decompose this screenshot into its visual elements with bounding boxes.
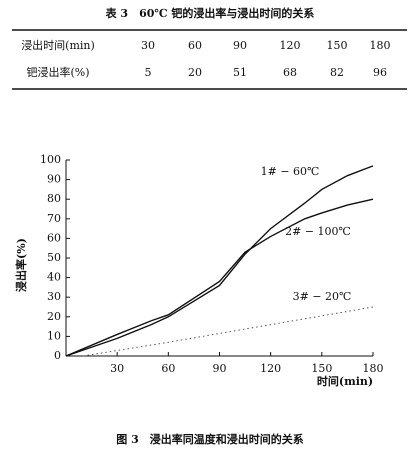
x-tick-label: 30 [110,362,124,375]
y-tick-label: 30 [47,290,61,303]
y-tick-label: 20 [47,310,61,323]
series-line [65,165,374,357]
series-label: 1# − 60℃ [261,165,320,178]
x-tick-label: 150 [311,362,332,375]
x-tick-label: 90 [213,362,227,375]
series-label: 2# − 100℃ [285,225,351,238]
series-line [65,198,374,357]
y-tick-label: 10 [47,329,61,342]
x-tick-label: 180 [363,362,384,375]
x-axis-title: 时间(min) [317,374,373,388]
table-cell: 68 [283,66,297,79]
figure-caption: 图 3 浸出率同温度和浸出时间的关系 [116,432,303,446]
y-tick-label: 100 [40,153,61,166]
y-tick-label: 80 [47,192,61,205]
table-cell: 120 [280,39,301,52]
y-tick-label: 50 [47,251,61,264]
table-cell: 20 [188,66,202,79]
x-tick-label: 60 [161,362,175,375]
table-cell: 51 [233,66,247,79]
series-line [82,306,374,357]
series-label: 3# − 20℃ [293,290,352,303]
table-cell: 30 [141,39,155,52]
table-cell: 60 [188,39,202,52]
y-tick-label: 40 [47,271,61,284]
table-cell: 90 [233,39,247,52]
table-cell: 浸出时间(min) [21,38,95,52]
y-tick-label: 60 [47,231,61,244]
table-cell: 150 [327,39,348,52]
table-cell: 96 [373,66,387,79]
y-tick-label: 90 [47,173,61,186]
y-tick-label: 70 [47,212,61,225]
x-tick-label: 120 [260,362,281,375]
y-tick-label: 0 [54,349,61,362]
table-caption: 表 3 60℃ 钯的浸出率与浸出时间的关系 [105,6,315,20]
table-cell: 82 [330,66,344,79]
table-cell: 5 [145,66,152,79]
y-axis-title: 浸出率(%) [14,238,28,292]
table-cell: 180 [370,39,391,52]
table-cell: 钯浸出率(%) [26,65,89,79]
